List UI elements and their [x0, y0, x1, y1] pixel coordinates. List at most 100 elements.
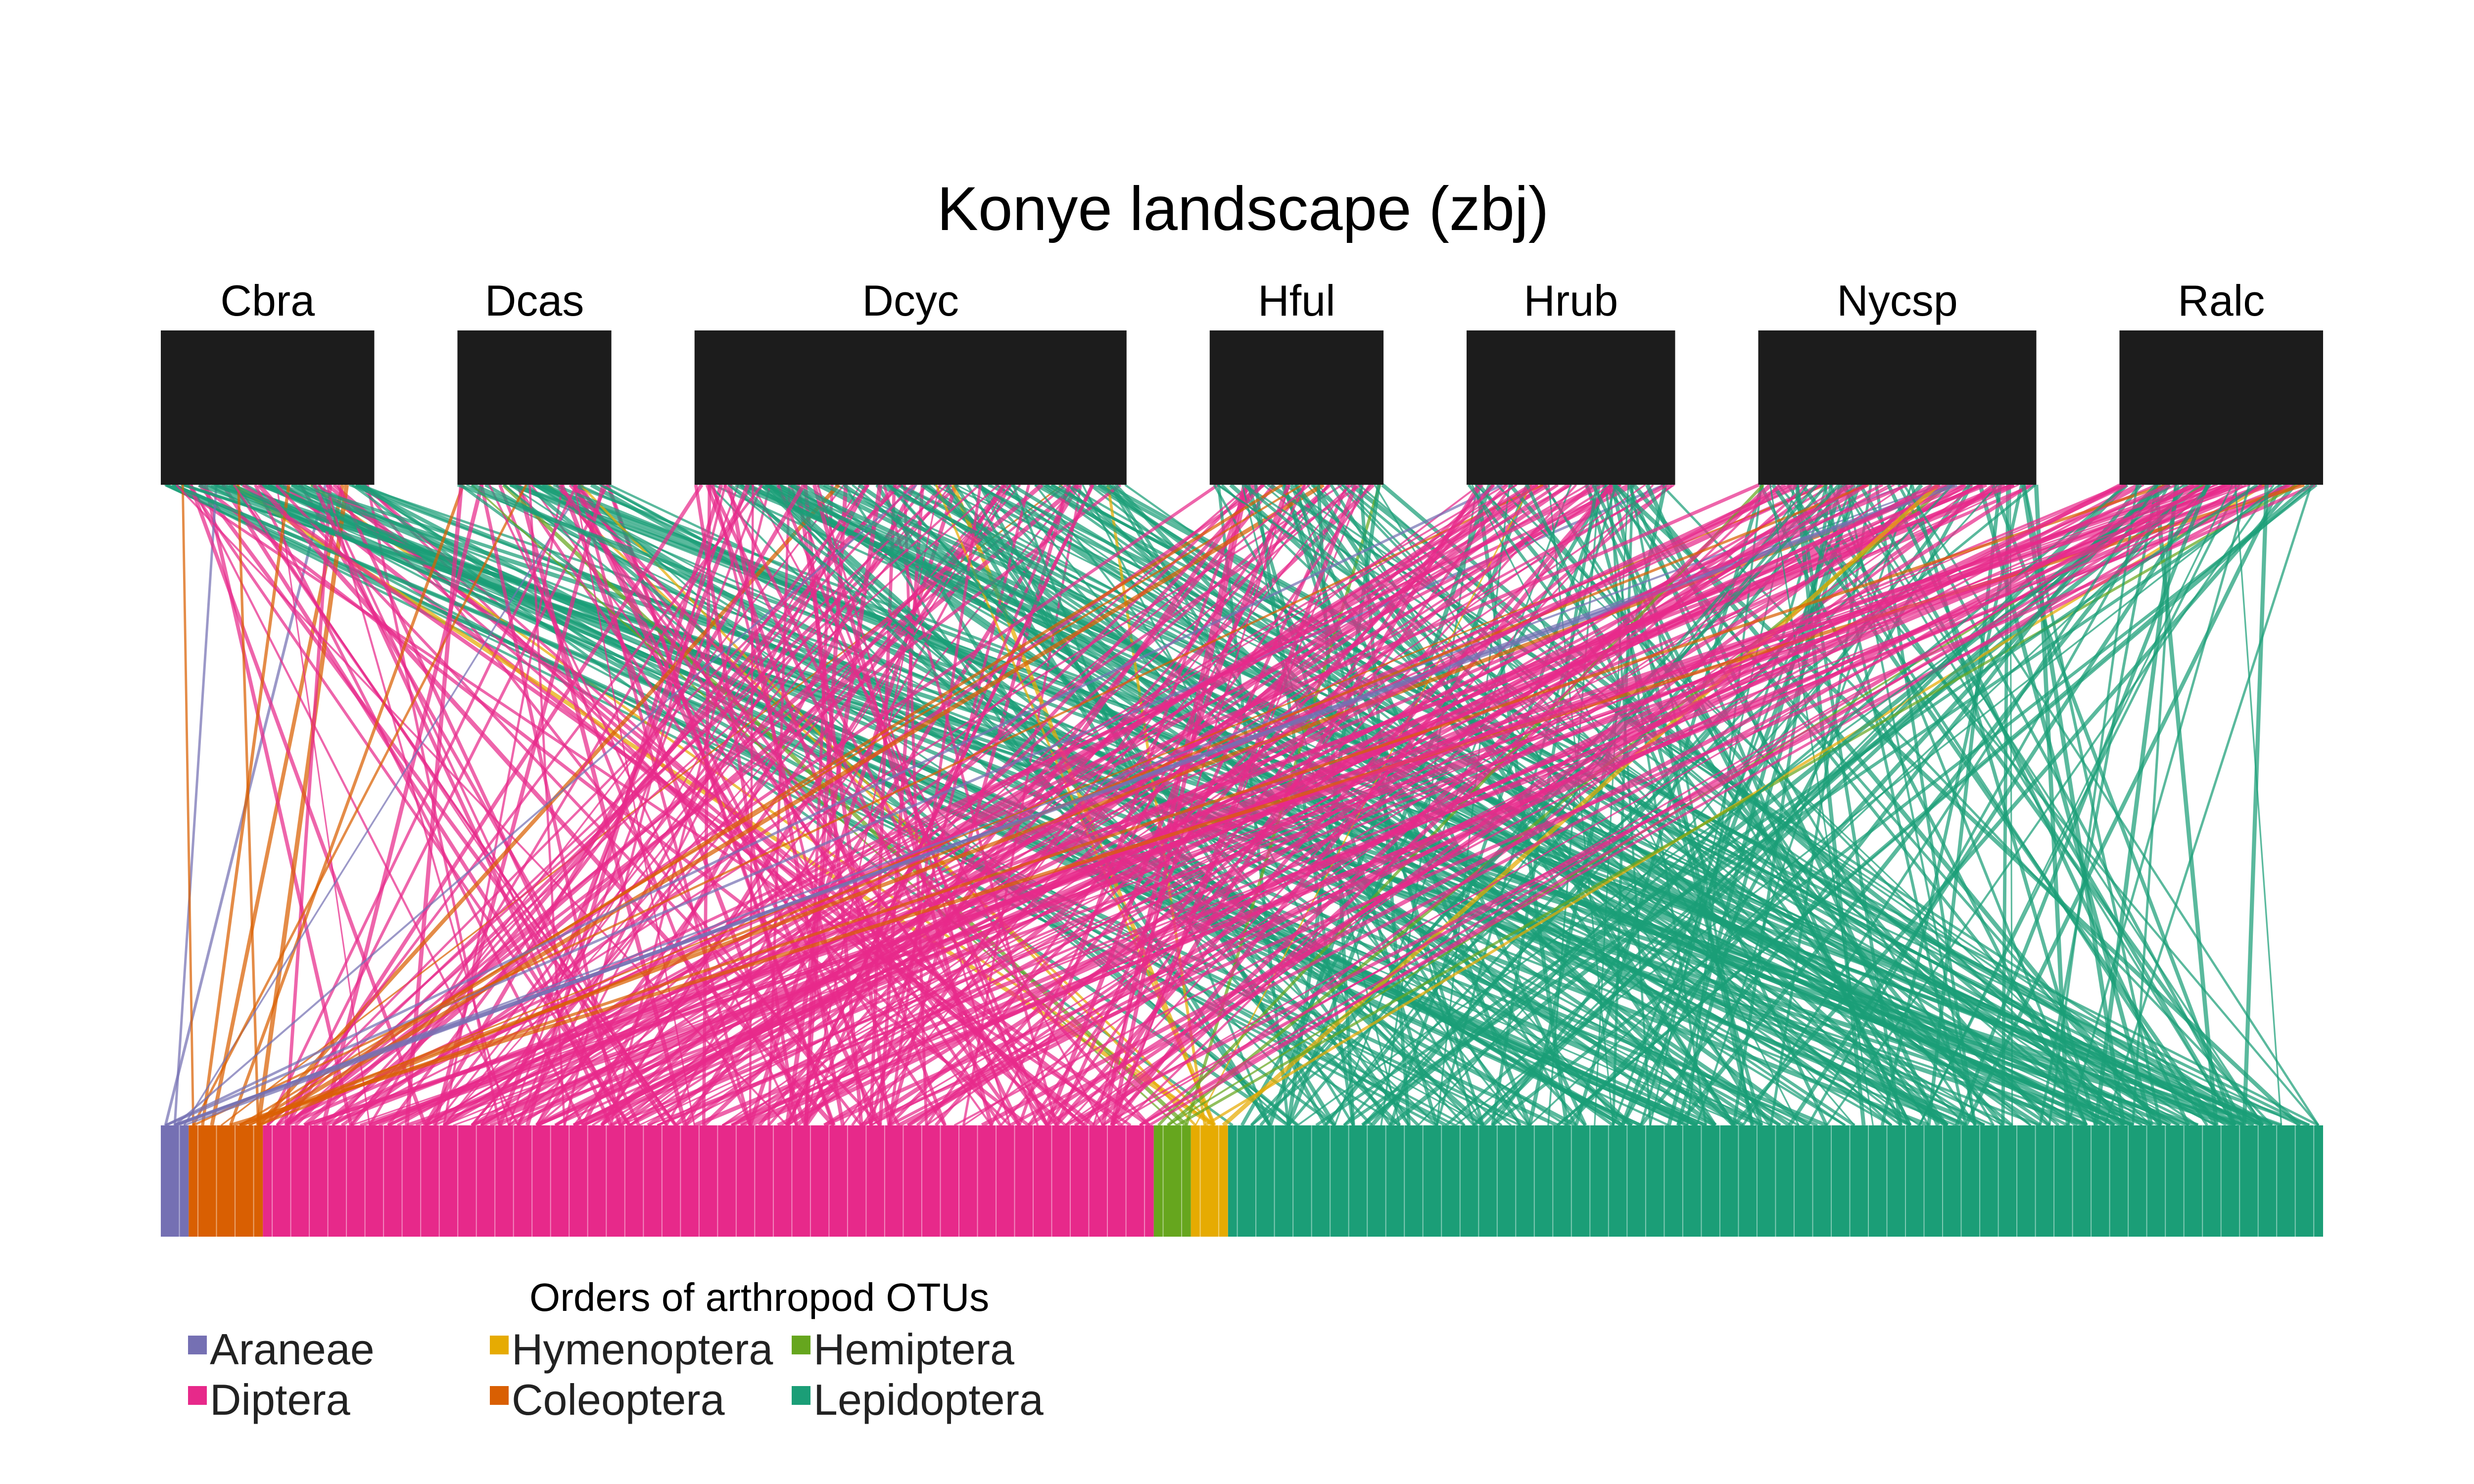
legend-swatch-hymenoptera — [490, 1336, 509, 1354]
trophic-link — [1604, 484, 1708, 1126]
predator-box-ralc — [2119, 330, 2323, 485]
trophic-link — [843, 483, 1781, 1127]
legend-swatch-lepidoptera — [792, 1386, 810, 1405]
predator-label: Dcas — [485, 276, 584, 325]
trophic-link — [1471, 484, 1800, 1126]
predator-box-hful — [1209, 330, 1384, 485]
legend-label-hymenoptera: Hymenoptera — [512, 1325, 773, 1374]
trophic-link — [2048, 484, 2139, 1126]
legend-title: Orders of arthropod OTUs — [529, 1275, 989, 1319]
trophic-link — [284, 484, 333, 1126]
trophic-link — [239, 483, 2168, 1127]
trophic-link — [181, 484, 194, 1126]
trophic-link — [423, 483, 806, 1127]
predator-box-nycsp — [1758, 330, 2037, 485]
chart-title: Konye landscape (zbj) — [937, 175, 1549, 243]
trophic-link — [1610, 484, 1755, 1126]
trophic-link — [758, 483, 1276, 1127]
legend-label-lepidoptera: Lepidoptera — [813, 1375, 1044, 1424]
predator-label: Dcyc — [862, 276, 959, 325]
prey-segment-hemiptera — [1153, 1125, 1191, 1237]
trophic-link — [229, 484, 465, 1126]
trophic-link — [266, 484, 578, 1126]
trophic-link — [267, 484, 902, 1126]
trophic-link — [497, 484, 750, 1126]
trophic-link — [187, 484, 631, 1126]
trophic-link — [1732, 483, 2297, 1127]
legend-swatch-diptera — [188, 1386, 207, 1405]
trophic-link — [569, 483, 1150, 1127]
prey-segment-araneae — [161, 1125, 189, 1237]
trophic-link — [1565, 483, 2158, 1127]
predator-box-cbra — [161, 330, 375, 485]
trophic-link — [1009, 483, 2210, 1127]
trophic-link — [508, 483, 1948, 1127]
trophic-link — [1556, 483, 2310, 1127]
trophic-link — [906, 483, 1967, 1127]
trophic-link — [1455, 484, 2280, 1126]
trophic-link — [174, 484, 1908, 1126]
trophic-link — [1325, 484, 1808, 1126]
trophic-link — [276, 484, 763, 1126]
trophic-link — [321, 484, 484, 1126]
predator-box-dcyc — [694, 330, 1127, 485]
trophic-link — [322, 483, 1080, 1127]
trophic-link — [2103, 484, 2313, 1126]
predator-box-hrub — [1467, 330, 1675, 485]
trophic-link — [322, 483, 2015, 1127]
trophic-link — [1222, 483, 1940, 1127]
trophic-link — [183, 484, 584, 1126]
trophic-link — [443, 484, 1012, 1126]
trophic-link — [870, 484, 2126, 1126]
trophic-link — [433, 484, 942, 1126]
trophic-link — [1259, 484, 1818, 1126]
trophic-link — [285, 484, 609, 1126]
trophic-link — [1666, 484, 1843, 1126]
legend-label-diptera: Diptera — [210, 1375, 350, 1424]
links-layer — [164, 482, 2320, 1128]
trophic-link — [730, 483, 2171, 1127]
trophic-link — [804, 484, 848, 1126]
prey-segment-coleoptera — [189, 1125, 263, 1237]
trophic-link — [1362, 484, 1953, 1126]
trophic-link — [257, 483, 1325, 1127]
legend-label-coleoptera: Coleoptera — [512, 1375, 725, 1424]
trophic-link — [1829, 484, 2088, 1126]
trophic-link — [1250, 483, 1840, 1127]
trophic-link — [727, 484, 845, 1126]
trophic-link — [657, 483, 2157, 1127]
trophic-link — [173, 484, 218, 1126]
trophic-link — [790, 482, 2152, 1128]
trophic-link — [2066, 484, 2251, 1126]
trophic-link — [1297, 484, 2185, 1126]
trophic-link — [192, 484, 527, 1126]
trophic-link — [1343, 484, 1933, 1126]
trophic-link — [1436, 484, 1510, 1126]
trophic-link — [1343, 483, 2287, 1127]
legend-swatch-araneae — [188, 1336, 207, 1354]
trophic-link — [619, 483, 1539, 1127]
trophic-link — [1065, 483, 2290, 1127]
trophic-link — [1148, 483, 2227, 1127]
trophic-link — [406, 483, 2273, 1127]
trophic-link — [1389, 483, 2204, 1127]
trophic-link — [1964, 484, 2283, 1126]
trophic-link — [1254, 484, 1355, 1126]
trophic-link — [823, 483, 2238, 1127]
trophic-link — [240, 484, 1744, 1126]
trophic-link — [1370, 483, 1923, 1127]
trophic-link — [369, 483, 2199, 1127]
trophic-link — [1315, 483, 2258, 1127]
trophic-link — [165, 483, 1503, 1127]
prey-segment-lepidoptera — [1228, 1125, 2323, 1237]
trophic-link — [1825, 484, 2275, 1126]
trophic-link — [648, 484, 2288, 1126]
trophic-link — [1527, 484, 1667, 1126]
trophic-link — [1612, 484, 1634, 1126]
trophic-link — [1139, 483, 2209, 1127]
trophic-link — [285, 483, 1760, 1127]
trophic-link — [333, 483, 1086, 1127]
trophic-link — [336, 484, 641, 1126]
